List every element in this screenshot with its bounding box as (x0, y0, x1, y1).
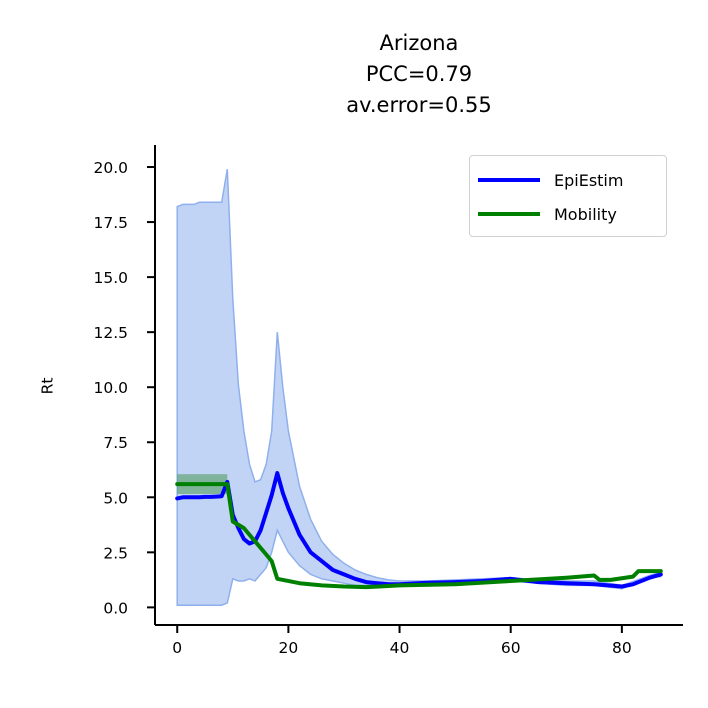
chart-title-line-2: PCC=0.79 (365, 62, 473, 86)
legend-item-epiestim: EpiEstim (478, 168, 623, 192)
y-tick-label: 7.5 (103, 434, 128, 452)
y-tick-label: 15.0 (93, 269, 128, 287)
legend-label-epiestim: EpiEstim (554, 170, 624, 190)
legend-swatch-mobility (478, 212, 540, 216)
y-tick-label: 17.5 (93, 214, 128, 232)
y-tick-label: 12.5 (93, 324, 128, 342)
x-tick-label: 80 (612, 639, 632, 657)
y-tick-label: 5.0 (103, 489, 128, 507)
epiestim-confidence-band (176, 169, 662, 606)
legend-label-mobility: Mobility (554, 204, 617, 224)
x-tick-label: 60 (501, 639, 521, 657)
plot-area (175, 169, 663, 606)
x-tick-label: 0 (172, 639, 182, 657)
series-line-mobility (175, 482, 663, 590)
y-tick-label: 0.0 (103, 599, 128, 617)
legend: EpiEstim Mobility (469, 155, 667, 237)
x-tick-label: 40 (390, 639, 410, 657)
y-tick-label: 10.0 (93, 379, 128, 397)
legend-item-mobility: Mobility (478, 202, 617, 226)
chart-title-line-1: Arizona (379, 31, 459, 55)
ticks: 0 20 40 60 80 0.0 2.5 5.0 7.5 10.0 12.5 15.0 17.5 20.… (93, 159, 631, 657)
legend-swatch-epiestim (478, 178, 540, 182)
x-tick-label: 20 (279, 639, 299, 657)
y-tick-label: 2.5 (103, 544, 128, 562)
chart-title-line-3: av.error=0.55 (346, 93, 492, 117)
y-tick-label: 20.0 (93, 159, 128, 177)
y-axis-label: Rt (39, 378, 57, 395)
